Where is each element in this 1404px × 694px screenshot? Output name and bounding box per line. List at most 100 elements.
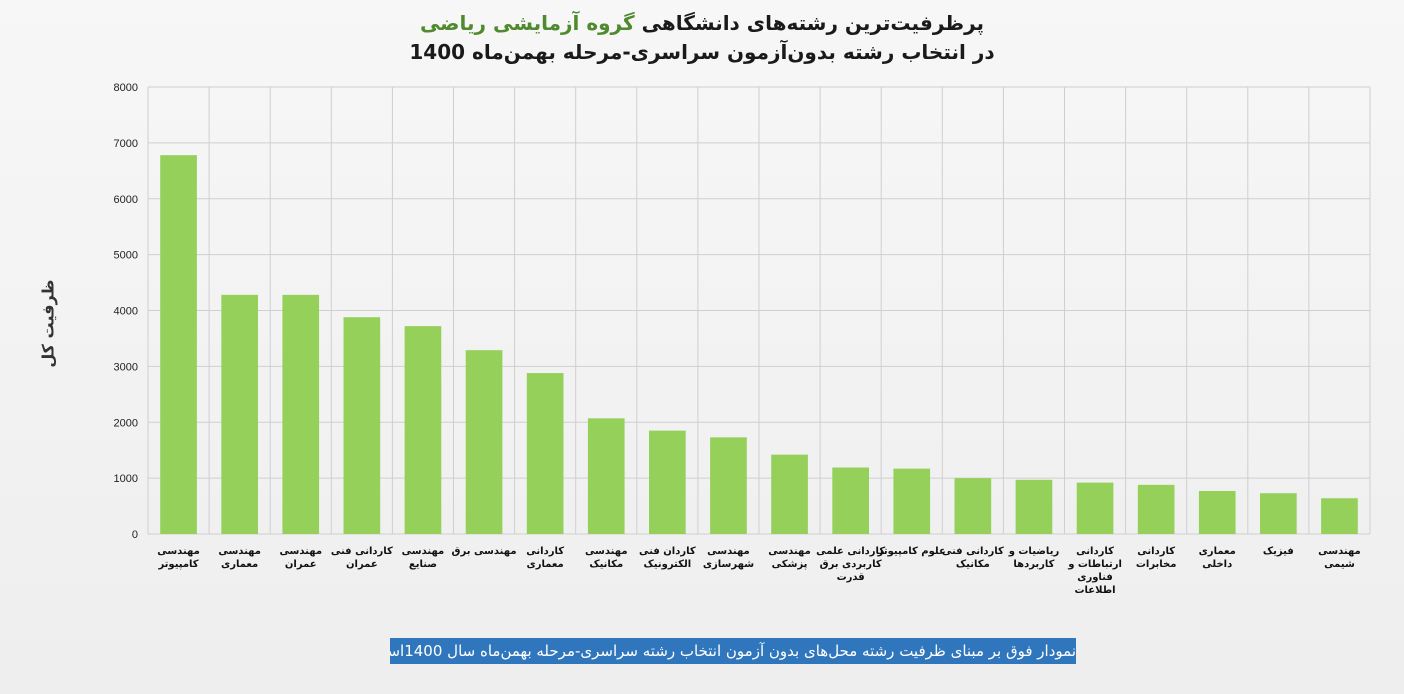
x-category-label: مهندسی برق <box>452 546 517 557</box>
y-tick-label: 3000 <box>114 361 138 373</box>
bar <box>587 418 625 534</box>
x-category-label-line: معماری <box>1199 546 1236 557</box>
x-category-label: کاردانی فنی عمران <box>331 546 393 570</box>
x-category-label-line: داخلی <box>1202 559 1232 570</box>
bar <box>343 317 381 534</box>
x-category-label-line: مخابرات <box>1136 559 1177 570</box>
bar <box>893 468 931 534</box>
x-category-label: کاردانی معماری <box>526 546 564 570</box>
bar <box>954 478 992 534</box>
bar <box>526 373 564 534</box>
x-category-label-line: مهندسی <box>707 546 750 557</box>
x-category-label-line: کاردانی فنی <box>331 546 393 557</box>
bar <box>1260 493 1297 534</box>
bar <box>771 454 808 534</box>
x-category-label-line: کاربردها <box>1013 559 1054 570</box>
footer-note: نمودار فوق بر مبنای ظرفیت رشته محل‌های ب… <box>390 638 1076 664</box>
bar <box>832 467 869 534</box>
gridlines <box>147 86 1371 535</box>
bar <box>282 294 320 534</box>
x-category-label-line: مکانیک <box>956 559 990 570</box>
y-tick-label: 7000 <box>114 138 138 150</box>
title-line-2: در انتخاب رشته بدون‌آزمون سراسری-مرحله ب… <box>409 40 995 64</box>
x-category-label-line: مهندسی برق <box>452 546 517 557</box>
x-category-label: مهندسی مکانیک <box>585 546 628 570</box>
x-category-label-line: مهندسی <box>1318 546 1361 557</box>
x-category-label-line: عمران <box>285 559 317 570</box>
x-category-label: کاردانی علمی کاربردی برق قدرت <box>816 546 885 583</box>
x-category-label-line: معماری <box>221 559 258 570</box>
x-category-label-line: کاردانی <box>1137 546 1175 557</box>
x-category-label-line: کاربردی برق <box>820 559 882 570</box>
bar <box>404 326 442 534</box>
x-category-label: مهندسی شیمی <box>1318 546 1361 570</box>
x-category-label: کاردانی مخابرات <box>1136 546 1177 570</box>
y-tick-label: 2000 <box>114 417 138 429</box>
x-category-label-line: عمران <box>346 559 378 570</box>
title-highlight: گروه آزمایشی ریاضی <box>419 11 635 35</box>
bar <box>710 437 747 534</box>
x-category-label-line: قدرت <box>837 572 865 583</box>
bar <box>649 430 686 534</box>
bar <box>1076 482 1114 534</box>
x-category-label-line: کاردان فنی <box>639 546 696 557</box>
bar <box>465 350 503 534</box>
x-category-label-line: پزشکی <box>772 559 808 570</box>
bar <box>160 155 197 535</box>
x-category-label-line: فناوری <box>1077 572 1113 583</box>
bar <box>1137 484 1175 534</box>
bar <box>1198 490 1236 534</box>
x-category-label: کاردانی فنی مکانیک <box>942 546 1004 570</box>
x-category-label-line: مهندسی <box>768 546 811 557</box>
x-category-label: معماری داخلی <box>1199 546 1236 570</box>
x-category-label: مهندسی عمران <box>279 546 322 570</box>
x-category-label-line: معماری <box>527 559 564 570</box>
x-category-label-line: مهندسی <box>279 546 322 557</box>
x-category-label-line: مهندسی <box>585 546 628 557</box>
x-category-label: ریاضیات و کاربردها <box>1008 546 1060 570</box>
x-category-label: فیزیک <box>1263 546 1294 557</box>
x-category-label-line: کاردانی <box>1076 546 1114 557</box>
y-tick-label: 5000 <box>114 250 138 262</box>
x-category-label-line: الکترونیک <box>644 559 692 570</box>
y-tick-label: 1000 <box>114 473 138 485</box>
x-category-label: مهندسی صنایع <box>402 546 445 570</box>
x-category-label-line: علوم کامپیوتر <box>877 546 946 557</box>
x-category-label-line: کاردانی فنی <box>942 546 1004 557</box>
x-category-label: کاردان فنی الکترونیک <box>639 546 696 570</box>
x-category-label-line: مهندسی <box>157 546 200 557</box>
x-category-label: مهندسی پزشکی <box>768 546 811 570</box>
x-category-label-line: ارتباطات و <box>1067 559 1122 570</box>
x-category-label: علوم کامپیوتر <box>877 546 946 557</box>
x-category-label-line: مهندسی <box>402 546 445 557</box>
x-category-labels: مهندسیکامپیوترمهندسیمعماریمهندسیعمرانکار… <box>157 546 1361 596</box>
x-category-label-line: شهرسازی <box>703 559 754 570</box>
bars <box>160 155 1358 535</box>
x-category-label-line: اطلاعات <box>1075 585 1116 596</box>
x-category-label-line: کاردانی علمی <box>816 546 885 557</box>
y-tick-labels: 0 1000 2000 3000 4000 5000 6000 7000 8000 <box>114 82 138 541</box>
x-category-label-line: مهندسی <box>218 546 261 557</box>
x-category-label-line: ریاضیات و <box>1008 546 1060 557</box>
x-category-label: کاردانی ارتباطات و فناوری اطلاعات <box>1067 546 1122 596</box>
x-category-label-line: کاردانی <box>526 546 564 557</box>
x-category-label-line: صنایع <box>409 559 437 570</box>
bar <box>1321 498 1358 534</box>
x-category-label: مهندسی معماری <box>218 546 261 570</box>
x-category-label-line: فیزیک <box>1263 546 1294 557</box>
title-part-1: پرظرفیت‌ترین رشته‌های دانشگاهی <box>641 11 985 35</box>
y-tick-label: 4000 <box>114 306 138 318</box>
title-line-1: پرظرفیت‌ترین رشته‌های دانشگاهی گروه آزما… <box>0 8 1404 38</box>
y-tick-label: 8000 <box>114 82 138 94</box>
x-category-label-line: کامپیوتر <box>157 559 198 570</box>
bar-chart: 0 1000 2000 3000 4000 5000 6000 7000 8000 مهندسی… <box>114 82 1371 596</box>
y-tick-label: 6000 <box>114 194 138 206</box>
x-category-label-line: مکانیک <box>589 559 623 570</box>
bar <box>221 294 258 534</box>
x-category-label: مهندسی شهرسازی <box>703 546 754 570</box>
bar <box>1015 479 1053 534</box>
x-category-label-line: شیمی <box>1324 559 1355 570</box>
x-category-label: مهندسی کامپیوتر <box>157 546 200 570</box>
y-tick-label: 0 <box>132 529 138 541</box>
chart-title: پرظرفیت‌ترین رشته‌های دانشگاهی گروه آزما… <box>0 8 1404 66</box>
